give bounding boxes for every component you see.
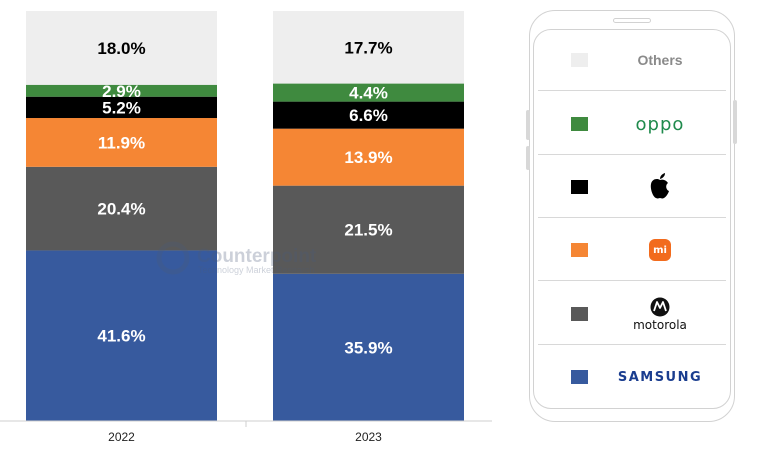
data-label-motorola-2023: 21.5%	[344, 221, 392, 240]
phone-side-button	[733, 100, 737, 144]
bar-segment-samsung-2022	[26, 250, 217, 421]
legend-item-oppo: oppo	[538, 93, 726, 155]
data-label-oppo-2023: 4.4%	[349, 84, 388, 103]
samsung-logo: SAMSUNG	[617, 369, 703, 385]
legend-swatch	[571, 53, 588, 67]
mi-logo-icon: mi	[649, 239, 671, 261]
bar-segment-oppo-2023	[273, 83, 464, 102]
legend-item-others: Others	[538, 29, 726, 91]
phone-speaker	[613, 18, 651, 23]
legend-phone-screen	[533, 29, 731, 409]
bar-segment-others-2023	[273, 11, 464, 84]
counterpoint-watermark: Counterpoint Technology Market Research	[156, 241, 317, 275]
data-label-mi-2022: 11.9%	[98, 133, 145, 152]
legend-phone-frame	[529, 10, 735, 422]
data-label-apple-2022: 5.2%	[102, 98, 141, 117]
bar-group	[26, 11, 464, 421]
legend-swatch	[571, 307, 588, 321]
bar-segment-motorola-2022	[26, 166, 217, 251]
stacked-bar-chart: 41.6% 20.4% 11.9% 5.2%2.9% 18.0% 35.9% 21.5% 13…	[0, 11, 492, 444]
data-label-motorola-2022: 20.4%	[97, 200, 145, 219]
data-label-group: 41.6% 20.4% 11.9% 5.2%2.9% 18.0% 35.9% 21.5% 13…	[97, 38, 392, 357]
watermark-name: Counterpoint	[197, 246, 317, 267]
legend-item-samsung: SAMSUNG	[538, 346, 726, 408]
motorola-logo-icon	[650, 297, 670, 316]
bar-segment-mi-2022	[26, 118, 217, 167]
bar-segment-samsung-2023	[273, 273, 464, 421]
apple-logo-icon	[650, 173, 669, 199]
legend-swatch	[571, 370, 588, 384]
bar-segment-apple-2023	[273, 101, 464, 129]
data-label-mi-2023: 13.9%	[344, 148, 392, 167]
data-label-others-2022: 18.0%	[97, 39, 145, 58]
bar-segment-oppo-2022	[26, 84, 217, 97]
legend-item-mi: mi	[538, 219, 726, 281]
bar-segment-others-2022	[26, 11, 217, 85]
data-label-others-2023: 17.7%	[344, 38, 392, 57]
bar-segment-apple-2022	[26, 96, 217, 119]
data-label-oppo-2022: 2.9%	[102, 82, 141, 101]
phone-side-button	[526, 146, 530, 170]
watermark-tagline: Technology Market Research	[198, 265, 315, 275]
data-label-samsung-2022: 41.6%	[97, 327, 145, 346]
legend-swatch	[571, 243, 588, 257]
legend-swatch	[571, 180, 588, 194]
legend-swatch	[571, 117, 588, 131]
counterpoint-logo-icon	[156, 241, 190, 275]
x-tick-label-2023: 2023	[355, 430, 382, 444]
legend-label-motorola: motorola	[633, 317, 687, 332]
phone-side-button	[526, 110, 530, 140]
legend-label-others: Others	[637, 52, 683, 68]
oppo-logo: oppo	[635, 113, 685, 135]
legend-item-apple	[538, 156, 726, 218]
x-tick-label-2022: 2022	[108, 430, 135, 444]
data-label-samsung-2023: 35.9%	[344, 338, 392, 357]
x-tick-label-group: 2022 2023	[108, 430, 382, 444]
data-label-apple-2023: 6.6%	[349, 106, 388, 125]
legend-item-motorola: motorola	[538, 283, 726, 345]
bar-segment-mi-2023	[273, 128, 464, 186]
bar-segment-motorola-2023	[273, 185, 464, 274]
